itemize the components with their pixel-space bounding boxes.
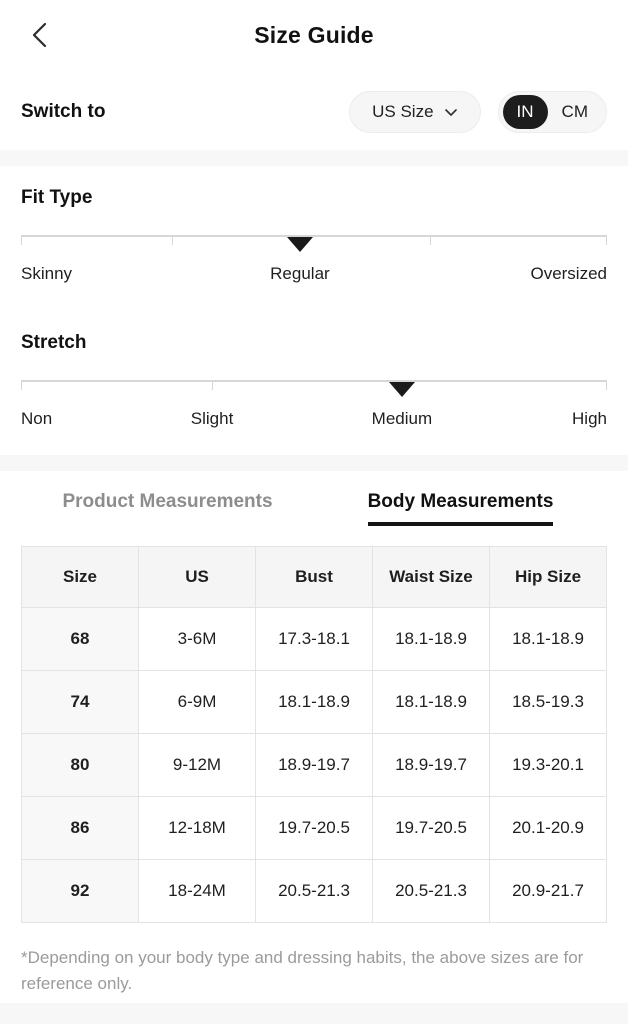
scale-tick <box>172 237 174 245</box>
scale-tick <box>21 382 22 390</box>
table-cell: 20.1-20.9 <box>489 796 607 860</box>
size-table-body: 68 3-6M 17.3-18.1 18.1-18.9 18.1-18.9 74 6-9M 1… <box>21 607 607 923</box>
separator-band <box>0 150 628 166</box>
table-header-cell: Waist Size <box>372 546 490 608</box>
page-title: Size Guide <box>254 21 374 48</box>
table-row: 74 6-9M 18.1-18.9 18.1-18.9 18.5-19.3 <box>21 670 607 734</box>
table-cell: 18.5-19.3 <box>489 670 607 734</box>
measurement-tabs: Product Measurements Body Measurements <box>0 491 628 526</box>
table-cell: 18.1-18.9 <box>255 670 373 734</box>
table-header-cell: Hip Size <box>489 546 607 608</box>
separator-band <box>0 1003 628 1024</box>
table-row: 86 12-18M 19.7-20.5 19.7-20.5 20.1-20.9 <box>21 796 607 860</box>
table-cell: 12-18M <box>138 796 256 860</box>
table-cell: 6-9M <box>138 670 256 734</box>
table-header-row: Size US Bust Waist Size Hip Size <box>21 546 607 608</box>
table-cell: 9-12M <box>138 733 256 797</box>
scale-label: High <box>572 409 607 428</box>
table-cell: 18.1-18.9 <box>489 607 607 671</box>
fit-type-section: Fit Type Skinny Regular Oversized <box>0 187 628 286</box>
scale-marker-regular <box>286 237 313 252</box>
table-cell: 80 <box>21 733 139 797</box>
tab-label: Product Measurements <box>62 491 273 512</box>
table-header-cell: Size <box>21 546 139 608</box>
fit-type-labels: Skinny Regular Oversized <box>21 264 607 286</box>
stretch-scale <box>21 380 607 399</box>
table-row: 68 3-6M 17.3-18.1 18.1-18.9 18.1-18.9 <box>21 607 607 671</box>
size-system-value: US Size <box>372 102 434 121</box>
scale-marker-medium <box>388 382 415 397</box>
unit-toggle-in[interactable]: IN <box>502 95 548 129</box>
header: Size Guide <box>0 0 628 70</box>
table-cell: 18.1-18.9 <box>372 670 490 734</box>
scale-label: Non <box>21 409 53 428</box>
scale-tick <box>606 237 607 245</box>
size-table-head: Size US Bust Waist Size Hip Size <box>21 546 607 608</box>
fit-type-scale <box>21 235 607 254</box>
table-cell: 19.7-20.5 <box>255 796 373 860</box>
size-system-dropdown[interactable]: US Size <box>349 91 481 133</box>
scale-tick <box>212 382 214 390</box>
footnote: *Depending on your body type and dressin… <box>21 948 584 994</box>
size-table: Size US Bust Waist Size Hip Size 68 3-6M 17.3-… <box>21 546 607 923</box>
table-cell: 19.3-20.1 <box>489 733 607 797</box>
switch-to-label: Switch to <box>21 101 106 122</box>
table-cell: 92 <box>21 859 139 923</box>
chevron-down-icon <box>444 102 458 122</box>
scale-label: Oversized <box>530 264 607 283</box>
table-cell: 3-6M <box>138 607 256 671</box>
table-cell: 17.3-18.1 <box>255 607 373 671</box>
stretch-heading: Stretch <box>21 332 87 353</box>
scale-label: Medium <box>371 409 433 428</box>
table-cell: 20.9-21.7 <box>489 859 607 923</box>
scale-tick <box>21 237 22 245</box>
switch-to-row: Switch to US Size IN CM <box>0 91 628 133</box>
switch-controls: US Size IN CM <box>349 91 607 133</box>
tab-body-measurements[interactable]: Body Measurements <box>314 491 607 526</box>
table-header-cell: Bust <box>255 546 373 608</box>
unit-toggle: IN CM <box>497 91 607 133</box>
table-cell: 19.7-20.5 <box>372 796 490 860</box>
table-row: 80 9-12M 18.9-19.7 18.9-19.7 19.3-20.1 <box>21 733 607 797</box>
table-cell: 18.9-19.7 <box>255 733 373 797</box>
separator-band <box>0 455 628 471</box>
fit-type-heading: Fit Type <box>21 187 93 208</box>
table-header-cell: US <box>138 546 256 608</box>
chevron-left-icon <box>29 20 51 53</box>
table-cell: 68 <box>21 607 139 671</box>
back-button[interactable] <box>18 14 62 58</box>
table-row: 92 18-24M 20.5-21.3 20.5-21.3 20.9-21.7 <box>21 859 607 923</box>
table-cell: 74 <box>21 670 139 734</box>
stretch-labels: Non Slight Medium High <box>21 409 607 431</box>
scale-label: Regular <box>270 264 330 283</box>
scale-tick <box>430 237 432 245</box>
tab-label: Body Measurements <box>367 491 554 526</box>
table-cell: 20.5-21.3 <box>372 859 490 923</box>
scale-label: Skinny <box>21 264 73 283</box>
scale-label: Slight <box>190 409 234 428</box>
table-cell: 86 <box>21 796 139 860</box>
tab-product-measurements[interactable]: Product Measurements <box>21 491 314 526</box>
stretch-section: Stretch Non Slight Medium High <box>0 332 628 431</box>
table-cell: 18-24M <box>138 859 256 923</box>
unit-toggle-cm[interactable]: CM <box>561 102 588 121</box>
table-cell: 20.5-21.3 <box>255 859 373 923</box>
table-cell: 18.1-18.9 <box>372 607 490 671</box>
scale-tick <box>606 382 607 390</box>
table-cell: 18.9-19.7 <box>372 733 490 797</box>
